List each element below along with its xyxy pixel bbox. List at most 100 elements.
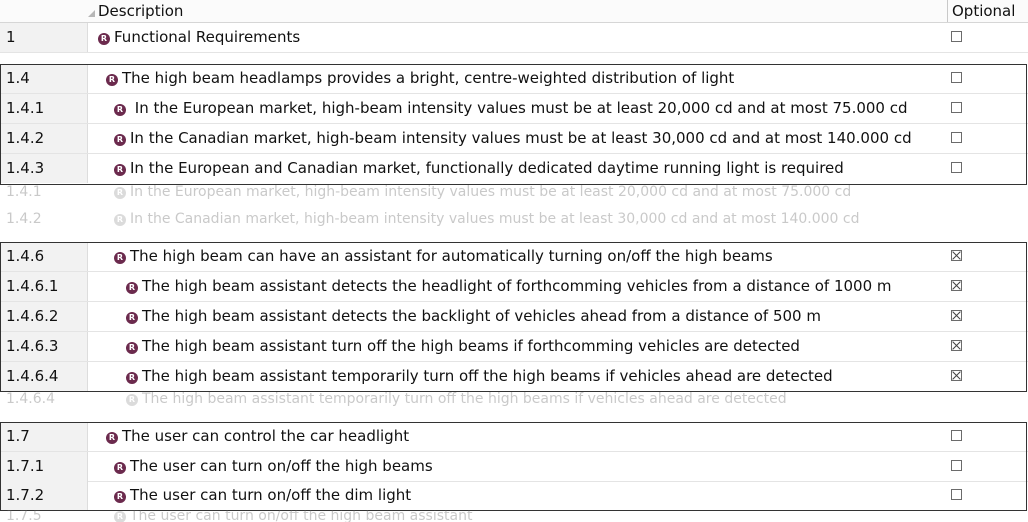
requirement-row[interactable]: 1.7 R The user can control the car headli… <box>0 422 1028 452</box>
optional-checkbox[interactable] <box>951 132 962 143</box>
faded-row-id: 1.4.1 <box>6 184 42 200</box>
requirement-row[interactable]: 1.4.6.3 R The high beam assistant turn of… <box>0 332 1028 362</box>
row-id: 1.4.3 <box>0 154 88 183</box>
requirement-icon: R <box>126 372 138 384</box>
faded-row-description: R The high beam assistant temporarily tur… <box>126 392 787 421</box>
faded-row: 1.7.5 R The user can turn on/off the high… <box>0 510 1028 522</box>
optional-checkbox[interactable] <box>951 370 962 381</box>
requirement-row[interactable]: 1.4.6 R The high beam can have an assista… <box>0 242 1028 272</box>
requirement-icon: R <box>106 432 118 444</box>
faded-row-id: 1.7.5 <box>6 510 42 522</box>
description-column-header[interactable]: Description <box>98 2 184 20</box>
requirement-row[interactable]: 1.4.2 R In the Canadian market, high-beam… <box>0 124 1028 154</box>
requirement-icon: R <box>114 104 126 116</box>
faded-row-id: 1.4.6.4 <box>6 391 55 407</box>
row-text: The high beam can have an assistant for … <box>130 247 773 265</box>
row-text: In the European market, high-beam intens… <box>130 99 908 117</box>
row-text: The user can control the car headlight <box>122 427 410 445</box>
requirement-row[interactable]: 1.4.6.4 R The high beam assistant tempora… <box>0 362 1028 391</box>
row-description: R The high beam assistant turn off the hi… <box>126 332 800 361</box>
faded-row-description: R The user can turn on/off the high beam … <box>114 510 472 522</box>
optional-checkbox[interactable] <box>951 460 962 471</box>
requirement-icon: R <box>114 511 126 522</box>
requirement-icon: R <box>114 252 126 264</box>
row-text: The user can turn on/off the high beams <box>130 457 433 475</box>
row-id: 1.7.1 <box>0 452 88 481</box>
requirement-icon: R <box>114 164 126 176</box>
row-description: R The user can turn on/off the high beams <box>114 452 433 481</box>
requirement-icon: R <box>126 394 138 406</box>
row-id: 1.4.6.4 <box>0 362 88 391</box>
faded-row-text: The high beam assistant temporarily turn… <box>142 391 787 407</box>
requirement-row[interactable]: 1.4.6.2 R The high beam assistant detects… <box>0 302 1028 332</box>
row-description: R The high beam assistant detects the hea… <box>126 272 892 301</box>
requirement-row[interactable]: 1 R Functional Requirements <box>0 23 1028 53</box>
row-description: R In the Canadian market, high-beam inten… <box>114 124 912 153</box>
requirement-row[interactable]: 1.4.6.1 R The high beam assistant detects… <box>0 272 1028 302</box>
column-header-row: Description Optional <box>0 0 1028 23</box>
sort-indicator-icon <box>88 10 95 17</box>
row-id: 1.7 <box>0 422 88 451</box>
requirement-icon: R <box>114 187 126 199</box>
row-id: 1.4.2 <box>0 124 88 153</box>
row-text: The high beam assistant detects the head… <box>142 277 892 295</box>
requirement-icon: R <box>114 134 126 146</box>
requirement-icon: R <box>114 491 126 503</box>
requirement-row[interactable]: 1.7.2 R The user can turn on/off the dim … <box>0 481 1028 510</box>
requirement-icon: R <box>126 312 138 324</box>
optional-checkbox[interactable] <box>951 72 962 83</box>
row-id: 1.4.6 <box>0 242 88 271</box>
row-description: R Functional Requirements <box>98 23 300 52</box>
optional-checkbox[interactable] <box>951 31 962 42</box>
faded-row-text: In the European market, high-beam intens… <box>130 184 852 200</box>
optional-column-label: Optional <box>952 2 1016 20</box>
row-description: R The user can turn on/off the dim light <box>114 481 411 510</box>
row-text: The high beam assistant detects the back… <box>142 307 821 325</box>
row-description: R The high beam assistant detects the bac… <box>126 302 821 331</box>
requirement-icon: R <box>98 33 110 45</box>
faded-row: 1.4.6.4 R The high beam assistant tempora… <box>0 392 1028 412</box>
faded-row: 1.4.2 R In the Canadian market, high-beam… <box>0 205 1028 234</box>
requirement-icon: R <box>114 462 126 474</box>
requirement-icon: R <box>114 214 126 226</box>
row-id: 1.4.6.2 <box>0 302 88 331</box>
requirement-row[interactable]: 1.4.1 R In the European market, high-bea… <box>0 94 1028 124</box>
row-id: 1.4.6.3 <box>0 332 88 361</box>
requirement-row[interactable]: 1.7.1 R The user can turn on/off the high… <box>0 452 1028 482</box>
row-id: 1.4 <box>0 64 88 93</box>
optional-checkbox[interactable] <box>951 162 962 173</box>
optional-checkbox[interactable] <box>951 280 962 291</box>
optional-checkbox[interactable] <box>951 489 962 500</box>
requirement-row[interactable]: 1.4 R The high beam headlamps provides a … <box>0 64 1028 94</box>
requirement-icon: R <box>106 74 118 86</box>
faded-row-text: In the Canadian market, high-beam intens… <box>130 211 860 227</box>
id-column-header[interactable] <box>0 0 90 22</box>
row-text: The high beam assistant turn off the hig… <box>142 337 800 355</box>
row-description: R The high beam can have an assistant for… <box>114 242 773 271</box>
row-description: R The high beam headlamps provides a brig… <box>106 64 734 93</box>
faded-row-description: R In the Canadian market, high-beam inten… <box>114 205 860 234</box>
row-id: 1.4.1 <box>0 94 88 123</box>
optional-checkbox[interactable] <box>951 430 962 441</box>
row-text: In the European and Canadian market, fun… <box>130 159 844 177</box>
row-description: R In the European market, high-beam inte… <box>114 94 908 123</box>
optional-checkbox[interactable] <box>951 250 962 261</box>
faded-row-description: R In the European market, high-beam inten… <box>114 185 851 214</box>
optional-checkbox[interactable] <box>951 102 962 113</box>
row-text: Functional Requirements <box>114 28 301 46</box>
row-text: In the Canadian market, high-beam intens… <box>130 129 912 147</box>
faded-row-id: 1.4.2 <box>6 211 42 227</box>
faded-row: 1.4.1 R In the European market, high-beam… <box>0 185 1028 205</box>
row-text: The user can turn on/off the dim light <box>130 486 412 504</box>
optional-column-header[interactable]: Optional <box>947 0 1028 22</box>
optional-checkbox[interactable] <box>951 310 962 321</box>
faded-row <box>0 52 1028 64</box>
row-text: The high beam headlamps provides a brigh… <box>122 69 735 87</box>
requirement-icon: R <box>126 342 138 354</box>
row-id: 1.7.2 <box>0 481 88 510</box>
row-id: 1.4.6.1 <box>0 272 88 301</box>
row-description: R The high beam assistant temporarily tur… <box>126 362 833 391</box>
requirement-row[interactable]: 1.4.3 R In the European and Canadian mark… <box>0 154 1028 183</box>
faded-row-text: The user can turn on/off the high beam a… <box>130 510 473 522</box>
optional-checkbox[interactable] <box>951 340 962 351</box>
